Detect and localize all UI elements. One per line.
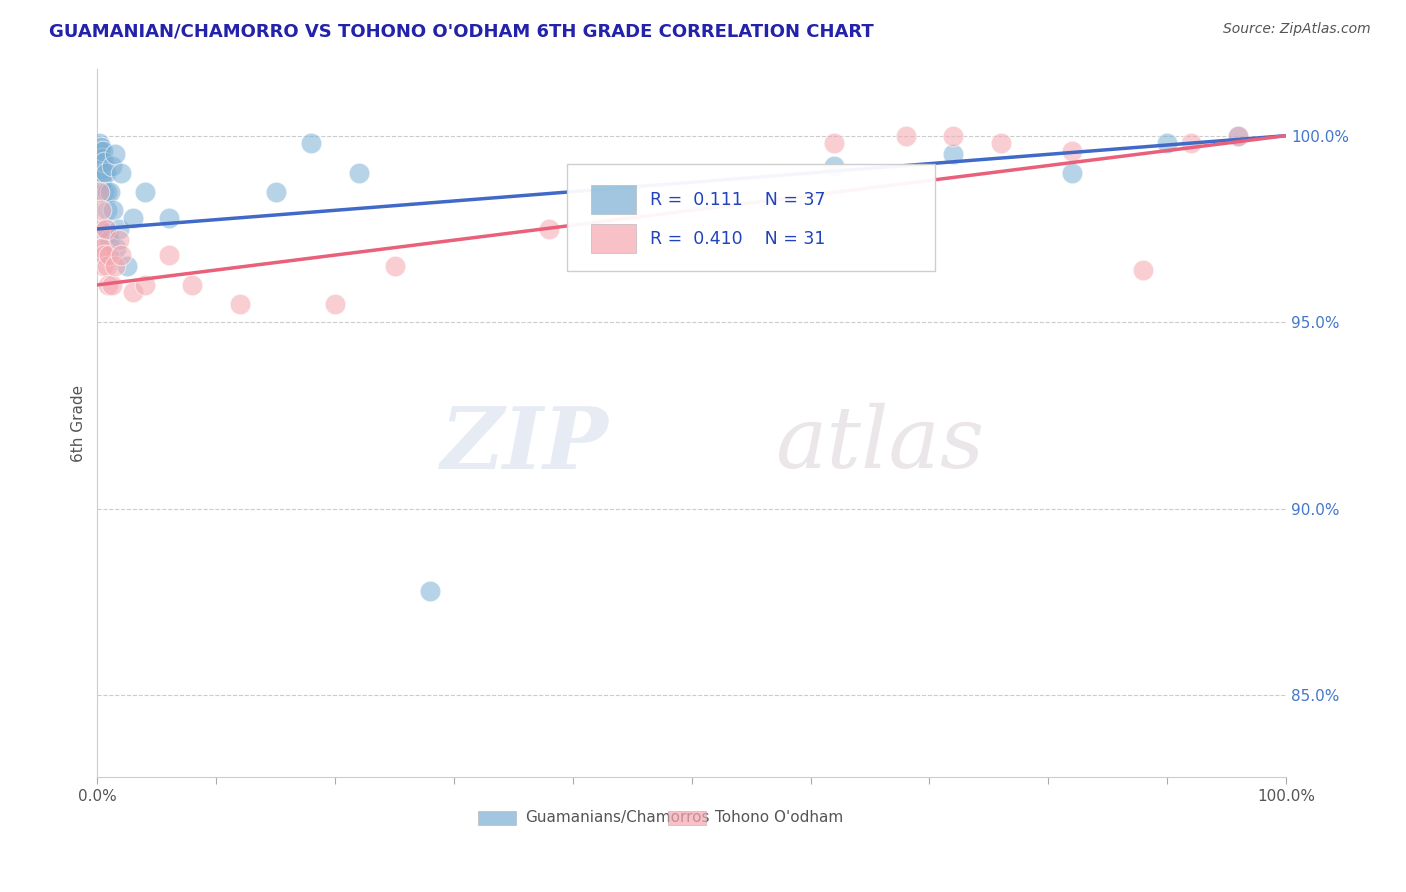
Point xyxy=(157,211,180,225)
Point xyxy=(96,260,118,274)
Point xyxy=(96,203,118,218)
Point xyxy=(97,226,120,240)
Text: ZIP: ZIP xyxy=(440,402,609,486)
Point xyxy=(1060,166,1083,180)
Point xyxy=(98,233,121,247)
Point xyxy=(942,147,965,161)
Point xyxy=(93,185,115,199)
Point xyxy=(89,144,111,158)
Bar xyxy=(668,811,706,825)
Point xyxy=(1180,136,1202,150)
Point xyxy=(323,296,346,310)
Point xyxy=(91,241,114,255)
Point xyxy=(157,248,180,262)
Point xyxy=(94,222,117,236)
Point xyxy=(115,260,138,274)
Point xyxy=(134,277,156,292)
Text: GUAMANIAN/CHAMORRO VS TOHONO O'ODHAM 6TH GRADE CORRELATION CHART: GUAMANIAN/CHAMORRO VS TOHONO O'ODHAM 6TH… xyxy=(49,22,875,40)
Point xyxy=(1156,136,1178,150)
FancyBboxPatch shape xyxy=(567,164,935,270)
Point xyxy=(90,203,112,218)
Text: Guamanians/Chamorros: Guamanians/Chamorros xyxy=(526,810,710,825)
Point xyxy=(942,128,965,143)
Point xyxy=(384,260,406,274)
Point xyxy=(110,166,132,180)
Y-axis label: 6th Grade: 6th Grade xyxy=(72,384,86,461)
Point xyxy=(100,277,122,292)
Point xyxy=(87,185,110,199)
Point xyxy=(110,248,132,262)
Text: Tohono O'odham: Tohono O'odham xyxy=(716,810,844,825)
Point xyxy=(90,241,112,255)
Bar xyxy=(478,811,516,825)
Point xyxy=(299,136,322,150)
Point xyxy=(94,222,117,236)
Text: R =  0.111    N = 37: R = 0.111 N = 37 xyxy=(650,191,825,209)
Point xyxy=(91,151,114,165)
Point xyxy=(990,136,1012,150)
Point xyxy=(419,583,441,598)
Point xyxy=(91,166,114,180)
Point xyxy=(823,159,845,173)
Point xyxy=(122,211,145,225)
Point xyxy=(105,241,128,255)
Point xyxy=(537,222,560,236)
Point xyxy=(104,260,127,274)
Point xyxy=(122,285,145,300)
Point xyxy=(89,222,111,236)
Point xyxy=(107,233,129,247)
Point xyxy=(107,222,129,236)
Point xyxy=(91,260,114,274)
Point xyxy=(134,185,156,199)
Point xyxy=(1060,144,1083,158)
Point xyxy=(94,166,117,180)
Point xyxy=(264,185,287,199)
Text: Source: ZipAtlas.com: Source: ZipAtlas.com xyxy=(1223,22,1371,37)
Point xyxy=(1132,263,1154,277)
Point xyxy=(1227,128,1250,143)
Point xyxy=(100,185,122,199)
Point xyxy=(104,147,127,161)
Point xyxy=(96,185,118,199)
Point xyxy=(100,159,122,173)
Point xyxy=(97,277,120,292)
Point xyxy=(894,128,917,143)
Point xyxy=(229,296,252,310)
Point xyxy=(93,248,115,262)
Point xyxy=(87,136,110,150)
Bar xyxy=(591,225,636,252)
Point xyxy=(93,154,115,169)
Point xyxy=(90,162,112,177)
Bar xyxy=(591,186,636,214)
Text: R =  0.410    N = 31: R = 0.410 N = 31 xyxy=(650,229,825,248)
Point xyxy=(91,144,114,158)
Point xyxy=(90,140,112,154)
Point xyxy=(89,154,111,169)
Point xyxy=(1227,128,1250,143)
Point xyxy=(823,136,845,150)
Point xyxy=(181,277,204,292)
Point xyxy=(91,173,114,187)
Point xyxy=(101,203,124,218)
Text: atlas: atlas xyxy=(775,403,984,485)
Point xyxy=(347,166,370,180)
Point xyxy=(98,248,121,262)
